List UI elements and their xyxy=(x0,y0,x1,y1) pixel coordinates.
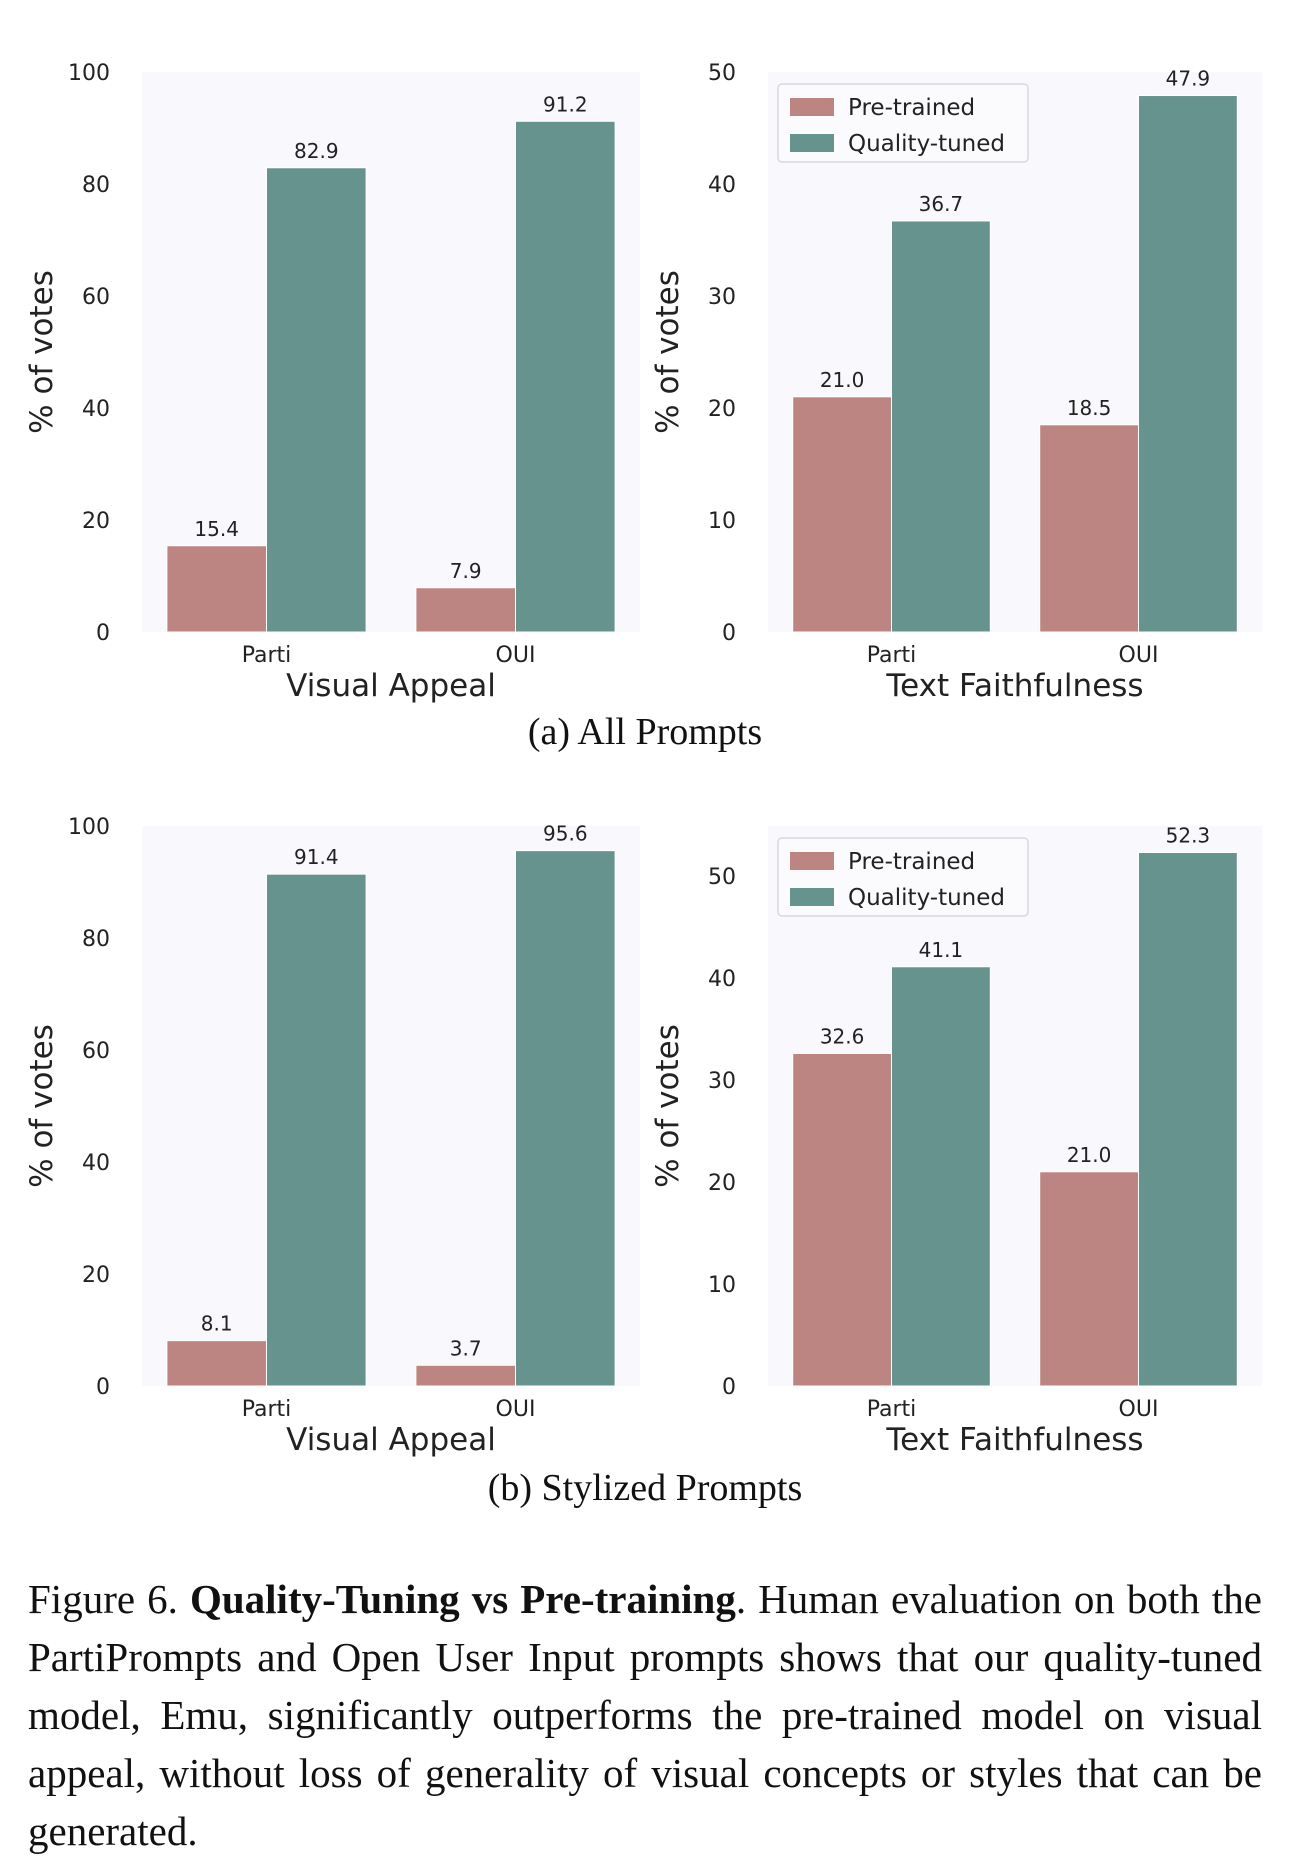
legend-entry: Pre-trained xyxy=(848,95,975,121)
chart-b-visual-appeal: 0 20 40 60 80 100 8.1 91.4 Parti 3.7 95.6 OUIVisual… xyxy=(24,815,640,1458)
legend-entry: Quality-tuned xyxy=(848,131,1005,157)
y-tick-label: 30 xyxy=(708,285,736,310)
y-tick-label: 60 xyxy=(82,1039,110,1064)
y-tick-label: 0 xyxy=(96,621,110,646)
caption-bold-title: Quality-Tuning vs Pre-training xyxy=(189,1576,736,1622)
bar-parti-pretrained xyxy=(166,545,267,633)
x-tick-label: Parti xyxy=(867,643,917,668)
bar-parti-quality-tuned xyxy=(266,167,367,633)
legend-frame xyxy=(777,83,1029,163)
bar-oui-pretrained xyxy=(1039,424,1139,633)
chart-a-text-faithfulness: 0 10 20 30 40 50 21.0 36.7 Parti 18.5 47.9 OUIText … xyxy=(650,61,1262,704)
y-tick-label: 50 xyxy=(708,865,736,890)
y-tick-label: 40 xyxy=(708,173,736,198)
subfigure-label-a: (a) All Prompts xyxy=(527,711,763,753)
legend-entry: Pre-trained xyxy=(848,849,975,875)
caption-body: . Human evaluation on both the PartiProm… xyxy=(28,1576,1262,1854)
data-label: 95.6 xyxy=(543,822,588,846)
bar-parti-quality-tuned xyxy=(891,220,991,633)
bar-parti-quality-tuned xyxy=(891,966,991,1387)
data-label: 52.3 xyxy=(1166,824,1211,848)
x-tick-label: Parti xyxy=(867,1397,917,1422)
y-tick-label: 0 xyxy=(96,1375,110,1400)
y-axis-label: % of votes xyxy=(24,270,60,434)
x-tick-label: OUI xyxy=(1119,1397,1159,1422)
bar-parti-quality-tuned xyxy=(266,873,367,1387)
y-tick-label: 80 xyxy=(82,927,110,952)
x-axis-label: Visual Appeal xyxy=(286,668,496,704)
legend-swatch-quality-tuned xyxy=(790,888,834,906)
chart-a-visual-appeal: 0 20 40 60 80 100 15.4 82.9 Parti 7.9 91.2 OUIVisua… xyxy=(24,61,640,704)
bar-oui-quality-tuned xyxy=(515,850,616,1387)
y-tick-label: 80 xyxy=(82,173,110,198)
y-tick-label: 0 xyxy=(722,1375,736,1400)
caption-prefix: Figure 6. xyxy=(28,1576,190,1622)
x-tick-label: Parti xyxy=(242,1397,292,1422)
bar-parti-pretrained xyxy=(792,396,893,633)
y-tick-label: 20 xyxy=(82,509,110,534)
bar-oui-pretrained xyxy=(415,1364,516,1387)
y-tick-label: 60 xyxy=(82,285,110,310)
bar-oui-quality-tuned xyxy=(1138,852,1238,1387)
y-tick-label: 0 xyxy=(722,621,736,646)
bar-parti-pretrained xyxy=(792,1052,893,1387)
bar-oui-quality-tuned xyxy=(515,120,616,633)
bar-parti-pretrained xyxy=(166,1340,267,1387)
y-axis-label: % of votes xyxy=(650,270,686,434)
y-axis-label: % of votes xyxy=(24,1024,60,1188)
legend: Pre-trained Quality-tuned xyxy=(777,83,1029,163)
data-label: 21.0 xyxy=(820,368,865,392)
x-axis-label: Text Faithfulness xyxy=(885,668,1143,704)
data-label: 41.1 xyxy=(919,938,964,962)
y-tick-label: 50 xyxy=(708,61,736,86)
legend-swatch-pretrained xyxy=(790,852,834,870)
y-tick-label: 40 xyxy=(82,397,110,422)
y-tick-label: 40 xyxy=(708,967,736,992)
bar-oui-pretrained xyxy=(415,587,516,633)
data-label: 32.6 xyxy=(820,1024,865,1048)
data-label: 91.2 xyxy=(543,92,588,116)
bar-oui-pretrained xyxy=(1039,1171,1139,1387)
legend-frame xyxy=(777,837,1029,917)
y-tick-label: 10 xyxy=(708,1273,736,1298)
y-tick-label: 30 xyxy=(708,1069,736,1094)
data-label: 7.9 xyxy=(450,559,482,583)
chart-b-text-faithfulness: 0 10 20 30 40 50 32.6 41.1 Parti 21.0 52.3 OUIText … xyxy=(650,824,1262,1458)
y-tick-label: 100 xyxy=(68,61,110,86)
y-axis-label: % of votes xyxy=(650,1024,686,1188)
data-label: 15.4 xyxy=(194,517,239,541)
data-label: 36.7 xyxy=(919,192,964,216)
legend-swatch-pretrained xyxy=(790,98,834,116)
x-axis-label: Text Faithfulness xyxy=(885,1422,1143,1458)
figure-charts: 02040608010015.482.9Parti7.991.2OUIVisua… xyxy=(24,61,1262,1458)
y-tick-label: 10 xyxy=(708,509,736,534)
data-label: 8.1 xyxy=(201,1312,233,1336)
bar-oui-quality-tuned xyxy=(1138,95,1238,633)
x-tick-label: Parti xyxy=(242,643,292,668)
legend: Pre-trained Quality-tuned xyxy=(777,837,1029,917)
y-tick-label: 100 xyxy=(68,815,110,840)
x-tick-label: OUI xyxy=(496,643,536,668)
x-axis-label: Visual Appeal xyxy=(286,1422,496,1458)
x-tick-label: OUI xyxy=(1119,643,1159,668)
data-label: 91.4 xyxy=(294,845,339,869)
subfigure-label-b: (b) Stylized Prompts xyxy=(487,1467,803,1509)
legend-entry: Quality-tuned xyxy=(848,885,1005,911)
y-tick-label: 20 xyxy=(708,397,736,422)
y-tick-label: 20 xyxy=(82,1263,110,1288)
data-label: 47.9 xyxy=(1166,67,1211,91)
x-tick-label: OUI xyxy=(496,1397,536,1422)
data-label: 82.9 xyxy=(294,139,339,163)
figure-caption: Figure 6. Quality-Tuning vs Pre-training… xyxy=(28,1570,1262,1860)
y-tick-label: 40 xyxy=(82,1151,110,1176)
data-label: 18.5 xyxy=(1067,396,1112,420)
legend-swatch-quality-tuned xyxy=(790,134,834,152)
data-label: 21.0 xyxy=(1067,1143,1112,1167)
y-tick-label: 20 xyxy=(708,1171,736,1196)
data-label: 3.7 xyxy=(450,1336,482,1360)
